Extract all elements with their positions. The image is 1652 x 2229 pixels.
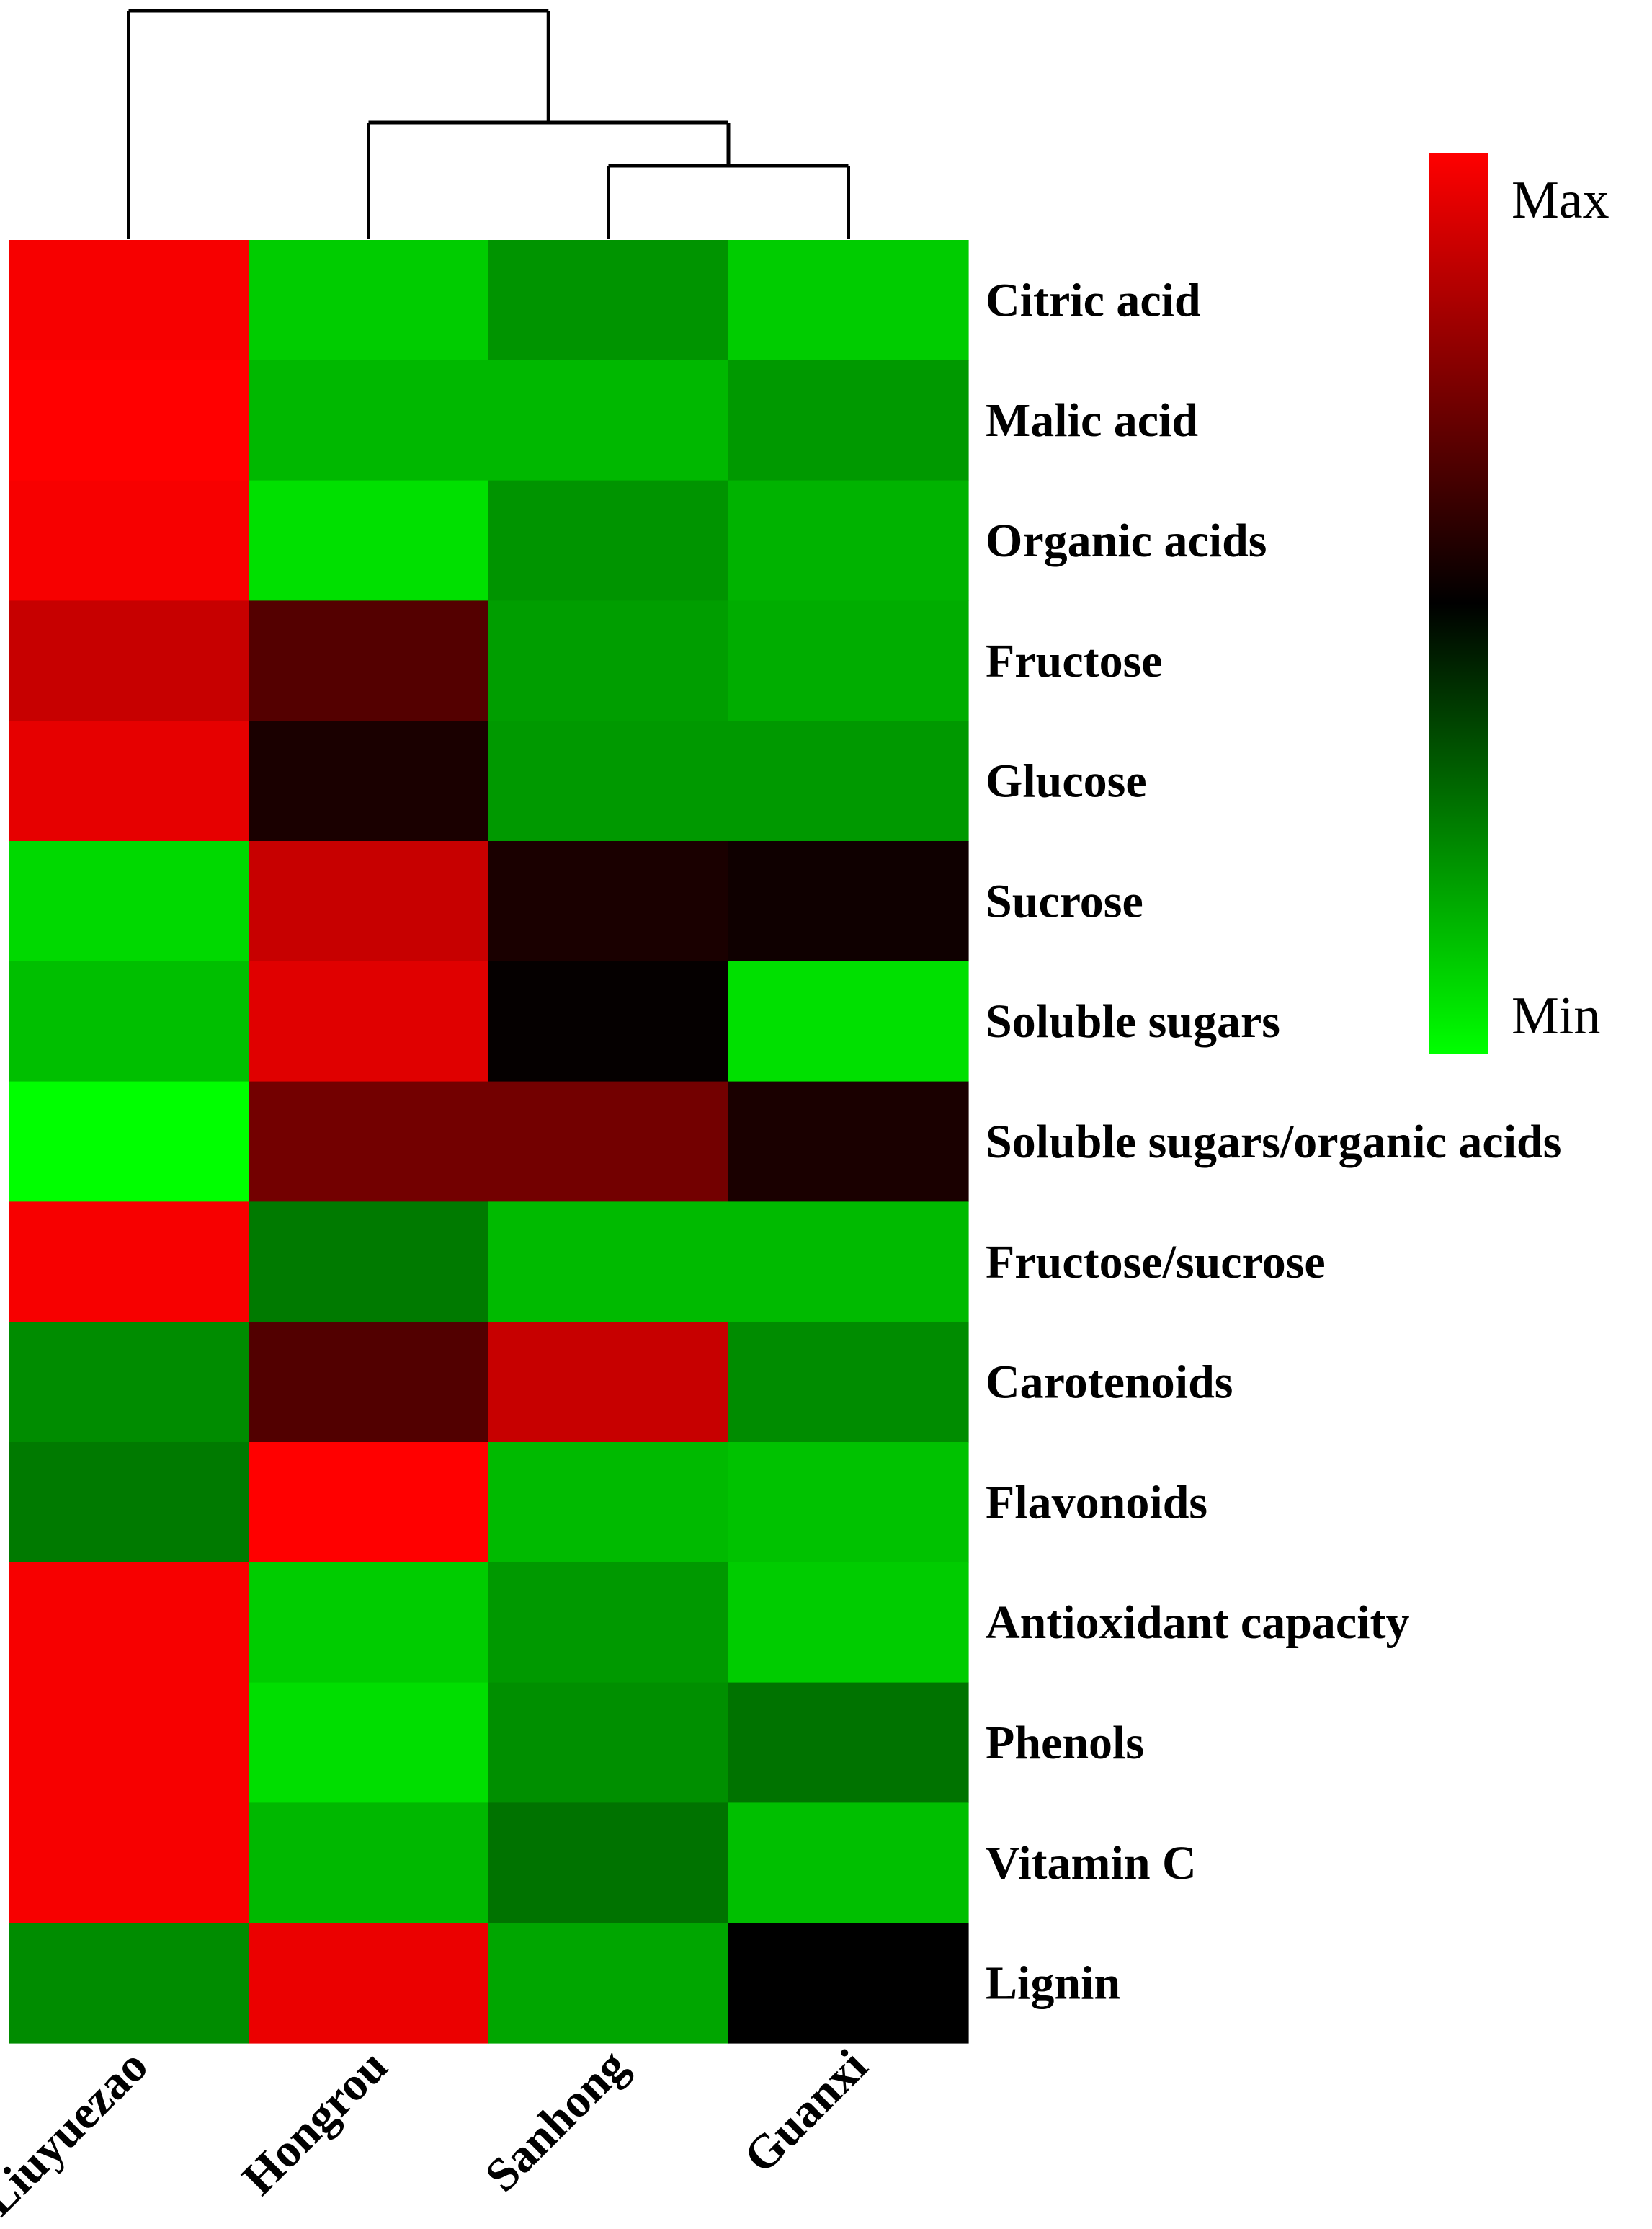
column-labels: Liuyuezao Hongrou Sanhong Guanxi [0,2039,878,2226]
heatmap-cell [249,721,489,842]
row-label: Sucrose [986,875,1143,927]
heatmap-cell [488,721,729,842]
heatmap-cell [249,360,489,481]
heatmap-cell [249,1442,489,1563]
heatmap-cell [249,480,489,601]
row-labels: Citric acid Malic acid Organic acids Fructo… [986,274,1561,2009]
row-label: Fructose [986,635,1163,688]
row-label: Glucose [986,755,1147,808]
heatmap-cell [728,1682,969,1803]
color-scale-min-label: Min [1512,987,1600,1046]
row-label: Soluble sugars [986,995,1280,1048]
heatmap-cell [728,480,969,601]
row-label: Carotenoids [986,1356,1233,1409]
heatmap-cell [488,841,729,962]
heatmap-cell [728,1201,969,1322]
column-label: Hongrou [232,2039,398,2205]
heatmap-cell [728,841,969,962]
heatmap-cell [488,600,729,721]
heatmap-cell [249,600,489,721]
color-scale-max-label: Max [1512,171,1609,230]
heatmap-cell [488,1442,729,1563]
heatmap-cell [488,480,729,601]
heatmap-cell [9,1322,249,1443]
heatmap-cell [728,1322,969,1443]
heatmap-cell [728,1442,969,1563]
heatmap-cell [9,721,249,842]
heatmap-cell [488,1682,729,1803]
heatmap-cell [249,1802,489,1923]
column-dendrogram [127,9,850,239]
heatmap-cell [488,961,729,1082]
row-label: Soluble sugars/organic acids [986,1116,1561,1168]
heatmap-cell [728,1802,969,1923]
heatmap-cell [728,360,969,481]
heatmap-cell [249,961,489,1082]
heatmap-cell [9,480,249,601]
heatmap-cells [9,240,969,2044]
heatmap-cell [488,1322,729,1443]
row-label: Phenols [986,1717,1144,1769]
heatmap-cell [9,841,249,962]
heatmap-cell [728,721,969,842]
heatmap-cell [488,1923,729,2044]
row-label: Citric acid [986,274,1201,326]
column-label: Sanhong [475,2039,638,2202]
heatmap-cell [488,1562,729,1683]
heatmap-cell [9,360,249,481]
heatmap-cell [9,961,249,1082]
row-label: Flavonoids [986,1476,1207,1529]
heatmap-cell [728,1562,969,1683]
heatmap-cell [728,961,969,1082]
heatmap-cell [249,1562,489,1683]
heatmap-cell [249,1322,489,1443]
heatmap-cell [488,240,729,361]
heatmap-cell [728,1081,969,1202]
heatmap-cell [249,240,489,361]
color-scale-bar [1429,153,1488,1054]
heatmap-cell [249,1081,489,1202]
heatmap-cell [9,1923,249,2044]
heatmap-cell [488,1802,729,1923]
heatmap-cell [728,240,969,361]
heatmap-cell [9,1081,249,1202]
heatmap-cell [249,1923,489,2044]
row-label: Organic acids [986,515,1267,567]
heatmap-cell [9,600,249,721]
row-label: Vitamin C [986,1837,1197,1890]
heatmap-cell [728,600,969,721]
heatmap-cell [9,1201,249,1322]
row-label: Antioxidant capacity [986,1596,1410,1649]
row-label: Malic acid [986,394,1198,447]
heatmap-cell [9,1562,249,1683]
heatmap-cell [488,360,729,481]
heatmap-cell [488,1201,729,1322]
heatmap-cell [9,1682,249,1803]
heatmap-cell [249,841,489,962]
color-scale-legend: Max Min [1429,153,1609,1054]
column-label: Guanxi [734,2039,878,2183]
row-label: Fructose/sucrose [986,1236,1326,1289]
heatmap-cell [728,1923,969,2044]
column-label: Liuyuezao [0,2039,158,2226]
row-label: Lignin [986,1957,1120,2010]
heatmap-cell [9,1802,249,1923]
heatmap-cell [9,1442,249,1563]
heatmap-cell [249,1201,489,1322]
heatmap-cell [9,240,249,361]
heatmap-cell [488,1081,729,1202]
heatmap-cell [249,1682,489,1803]
